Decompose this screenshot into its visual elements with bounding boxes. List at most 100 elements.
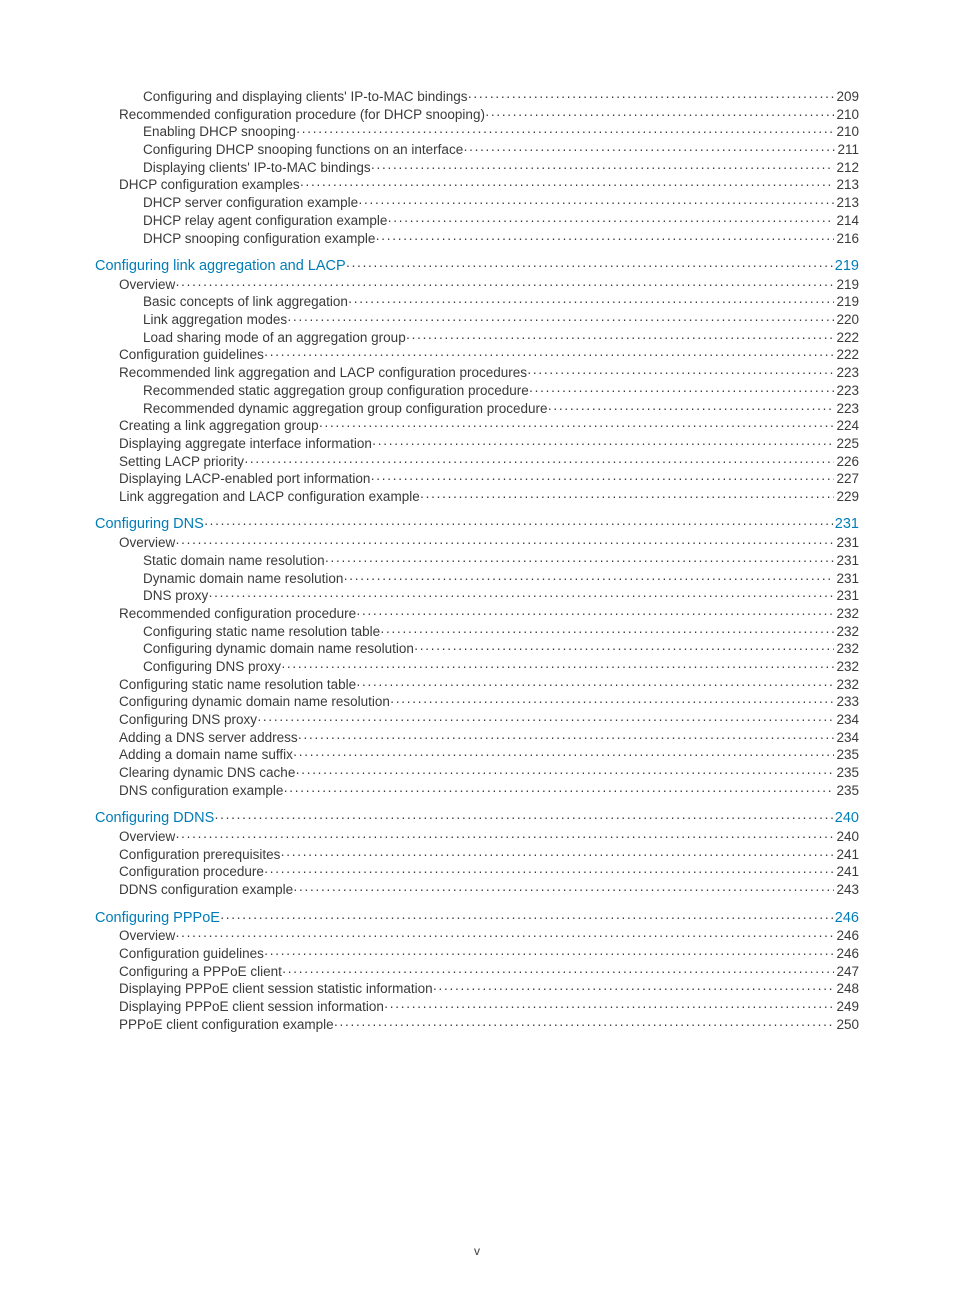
toc-entry[interactable]: DHCP server configuration example 213 [95, 196, 859, 210]
toc-entry[interactable]: Displaying LACP-enabled port information… [95, 472, 859, 486]
toc-entry[interactable]: Configuring DNS proxy 232 [95, 660, 859, 674]
toc-entry[interactable]: Link aggregation and LACP configuration … [95, 490, 859, 504]
toc-page-number: 231 [834, 572, 859, 586]
toc-page-number: 222 [834, 348, 859, 362]
toc-entry[interactable]: Load sharing mode of an aggregation grou… [95, 331, 859, 345]
toc-entry[interactable]: Configuration guidelines 222 [95, 348, 859, 362]
toc-label: Configuring link aggregation and LACP [95, 259, 346, 274]
toc-leader [433, 982, 835, 996]
toc-leader [295, 766, 834, 780]
toc-label: Configuration prerequisites [119, 848, 280, 862]
toc-entry[interactable]: Adding a DNS server address 234 [95, 731, 859, 745]
toc-page-number: 225 [834, 437, 859, 451]
toc-leader [334, 1018, 835, 1032]
toc-entry[interactable]: Recommended configuration procedure 232 [95, 607, 859, 621]
toc-entry[interactable]: Configuration procedure 241 [95, 865, 859, 879]
toc-entry[interactable]: Configuring a PPPoE client 247 [95, 965, 859, 979]
toc-entry[interactable]: Configuring dynamic domain name resoluti… [95, 695, 859, 709]
toc-entry[interactable]: Link aggregation modes 220 [95, 313, 859, 327]
toc-entry[interactable]: Overview 231 [95, 536, 859, 550]
toc-page-number: 229 [834, 490, 859, 504]
toc-page-number: 213 [834, 178, 859, 192]
toc-label: Static domain name resolution [143, 554, 325, 568]
toc-label: Configuring DHCP snooping functions on a… [143, 143, 463, 157]
toc-entry[interactable]: Configuring DNS proxy 234 [95, 713, 859, 727]
toc-entry[interactable]: Configuring and displaying clients' IP-t… [95, 90, 859, 104]
toc-entry[interactable]: Configuring dynamic domain name resoluti… [95, 642, 859, 656]
toc-label: DNS proxy [143, 589, 208, 603]
toc-entry[interactable]: Configuration prerequisites 241 [95, 848, 859, 862]
toc-entry[interactable]: DHCP configuration examples 213 [95, 178, 859, 192]
page-footer: v [0, 1244, 954, 1258]
toc-entry[interactable]: Overview 219 [95, 278, 859, 292]
toc-label: Configuring DNS proxy [119, 713, 257, 727]
toc-leader [384, 1000, 835, 1014]
toc-page-number: 235 [834, 766, 859, 780]
toc-entry[interactable]: Recommended dynamic aggregation group co… [95, 402, 859, 416]
toc-label: Configuring a PPPoE client [119, 965, 282, 979]
toc-leader [264, 947, 835, 961]
toc-page-number: 250 [834, 1018, 859, 1032]
toc-entry[interactable]: Clearing dynamic DNS cache 235 [95, 766, 859, 780]
toc-entry[interactable]: Recommended link aggregation and LACP co… [95, 366, 859, 380]
toc-entry[interactable]: Displaying PPPoE client session informat… [95, 1000, 859, 1014]
toc-leader [208, 589, 834, 603]
toc-label: Recommended dynamic aggregation group co… [143, 402, 548, 416]
toc-entry[interactable]: DDNS configuration example 243 [95, 883, 859, 897]
toc-entry[interactable]: DNS proxy 231 [95, 589, 859, 603]
toc-page-number: 232 [834, 642, 859, 656]
toc-entry[interactable]: DNS configuration example 235 [95, 784, 859, 798]
toc-page-number: 232 [834, 678, 859, 692]
toc-entry[interactable]: Overview 240 [95, 830, 859, 844]
toc-page-number: 241 [834, 865, 859, 879]
toc-entry[interactable]: Recommended configuration procedure (for… [95, 108, 859, 122]
toc-label: Adding a DNS server address [119, 731, 298, 745]
toc-page-number: 234 [834, 731, 859, 745]
toc-page-number: 232 [834, 607, 859, 621]
toc-entry[interactable]: PPPoE client configuration example 250 [95, 1018, 859, 1032]
toc-leader [468, 90, 835, 104]
toc-entry[interactable]: DHCP snooping configuration example 216 [95, 232, 859, 246]
toc-entry[interactable]: Recommended static aggregation group con… [95, 384, 859, 398]
toc-entry[interactable]: Configuration guidelines 246 [95, 947, 859, 961]
toc-leader [356, 678, 834, 692]
toc-page-number: 210 [834, 125, 859, 139]
toc-leader [175, 536, 834, 550]
toc-page-number: 223 [834, 384, 859, 398]
toc-entry[interactable]: Dynamic domain name resolution 231 [95, 572, 859, 586]
toc-entry[interactable]: Displaying PPPoE client session statisti… [95, 982, 859, 996]
toc-entry[interactable]: Basic concepts of link aggregation 219 [95, 295, 859, 309]
toc-label: DDNS configuration example [119, 883, 293, 897]
toc-label: Basic concepts of link aggregation [143, 295, 348, 309]
toc-entry[interactable]: Displaying aggregate interface informati… [95, 437, 859, 451]
toc-page-number: 234 [834, 713, 859, 727]
toc-entry[interactable]: Configuring DHCP snooping functions on a… [95, 143, 859, 157]
toc-entry[interactable]: Overview 246 [95, 929, 859, 943]
toc-leader [370, 472, 834, 486]
toc-label: Overview [119, 278, 175, 292]
toc-section-heading[interactable]: Configuring link aggregation and LACP 21… [95, 259, 859, 274]
toc-page-number: 212 [834, 161, 859, 175]
toc-leader [371, 161, 835, 175]
toc-entry[interactable]: Configuring static name resolution table… [95, 678, 859, 692]
toc-label: Adding a domain name suffix [119, 748, 293, 762]
toc-section-heading[interactable]: Configuring DDNS 240 [95, 811, 859, 826]
toc-page-number: 227 [834, 472, 859, 486]
toc-leader [527, 366, 834, 380]
toc-page-number: 235 [834, 748, 859, 762]
toc-leader [204, 517, 833, 531]
toc-entry[interactable]: Configuring static name resolution table… [95, 625, 859, 639]
toc-leader [375, 232, 834, 246]
toc-section-heading[interactable]: Configuring DNS 231 [95, 517, 859, 532]
toc-entry[interactable]: DHCP relay agent configuration example 2… [95, 214, 859, 228]
toc-entry[interactable]: Static domain name resolution 231 [95, 554, 859, 568]
toc-entry[interactable]: Displaying clients' IP-to-MAC bindings 2… [95, 161, 859, 175]
toc-entry[interactable]: Creating a link aggregation group 224 [95, 419, 859, 433]
toc-entry[interactable]: Setting LACP priority 226 [95, 455, 859, 469]
toc-leader [319, 419, 835, 433]
toc-leader [298, 731, 835, 745]
toc-leader [175, 830, 834, 844]
toc-entry[interactable]: Adding a domain name suffix 235 [95, 748, 859, 762]
toc-entry[interactable]: Enabling DHCP snooping 210 [95, 125, 859, 139]
toc-section-heading[interactable]: Configuring PPPoE 246 [95, 911, 859, 926]
